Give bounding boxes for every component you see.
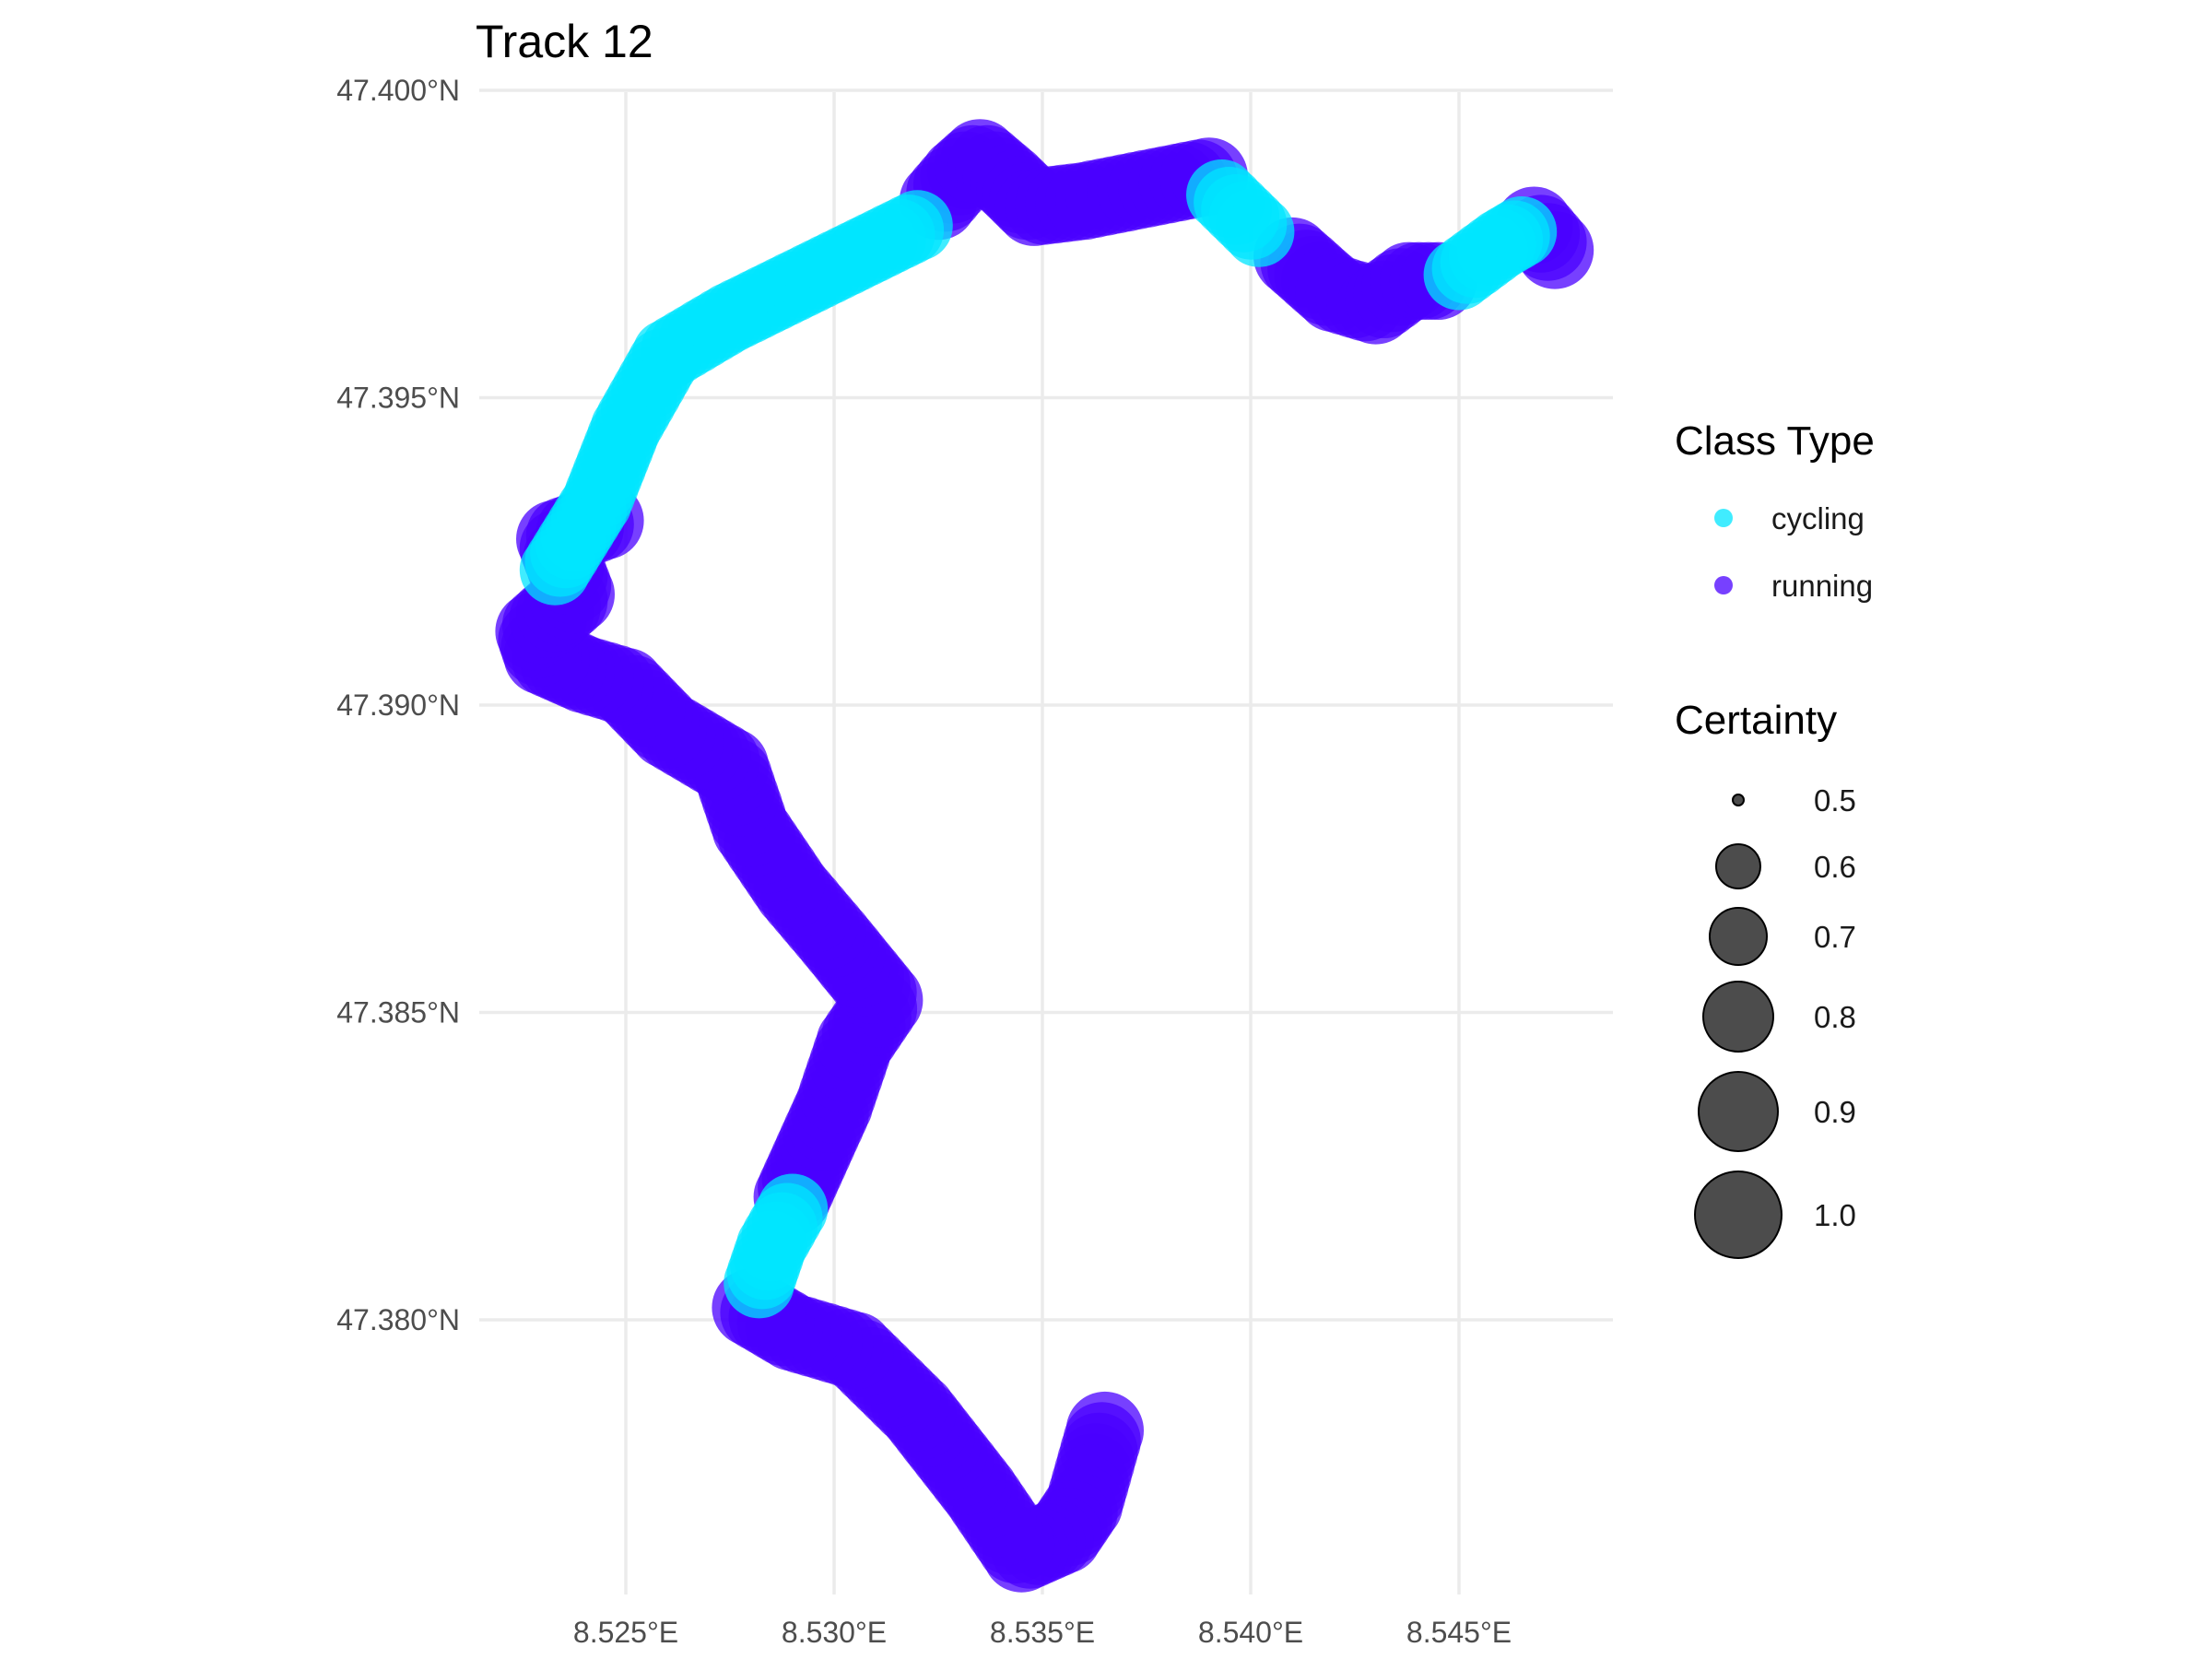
size-legend-label: 0.8 [1814, 1000, 1856, 1034]
cycling-point [757, 1173, 829, 1245]
size-legend-label: 0.6 [1814, 850, 1856, 884]
cycling-point [1223, 196, 1295, 267]
x-axis-tick-labels: 8.525°E 8.530°E 8.535°E 8.540°E 8.545°E [573, 1616, 1512, 1649]
size-legend-key [1709, 907, 1768, 966]
size-legend-label: 0.5 [1814, 783, 1856, 818]
y-tick-label: 47.395°N [336, 382, 460, 415]
y-tick-label: 47.385°N [336, 996, 460, 1030]
y-tick-label: 47.390°N [336, 688, 460, 722]
size-legend-key [1732, 794, 1745, 806]
legend-key-cycling [1714, 509, 1733, 527]
cycling-point [882, 190, 953, 262]
chart-title: Track 12 [476, 16, 653, 67]
legend: Class Type cycling running Certainty 0.5 0… [1675, 418, 1875, 1259]
legend-key-running [1714, 576, 1733, 594]
size-legend-key [1698, 1071, 1779, 1152]
size-legend-key [1715, 843, 1761, 889]
size-legend-key [1702, 981, 1774, 1053]
x-tick-label: 8.540°E [1198, 1616, 1303, 1649]
size-legend-label: 1.0 [1814, 1198, 1856, 1232]
size-legend-key [1694, 1171, 1783, 1259]
x-tick-label: 8.535°E [990, 1616, 1095, 1649]
size-legend-label: 0.7 [1814, 920, 1856, 954]
color-legend-title: Class Type [1675, 418, 1875, 464]
cycling-point [1486, 196, 1558, 267]
x-tick-label: 8.525°E [573, 1616, 678, 1649]
legend-label-running: running [1771, 569, 1873, 603]
y-axis-tick-labels: 47.380°N 47.385°N 47.390°N 47.395°N 47.400°N [336, 74, 460, 1336]
legend-label-cycling: cycling [1771, 501, 1865, 535]
x-tick-label: 8.545°E [1406, 1616, 1512, 1649]
y-tick-label: 47.400°N [336, 74, 460, 107]
grid-lines [479, 88, 1613, 1594]
size-legend-title: Certainty [1675, 698, 1837, 743]
x-tick-label: 8.530°E [782, 1616, 887, 1649]
size-legend-label: 0.9 [1814, 1095, 1856, 1129]
track-points [495, 119, 1594, 1593]
y-tick-label: 47.380°N [336, 1303, 460, 1336]
